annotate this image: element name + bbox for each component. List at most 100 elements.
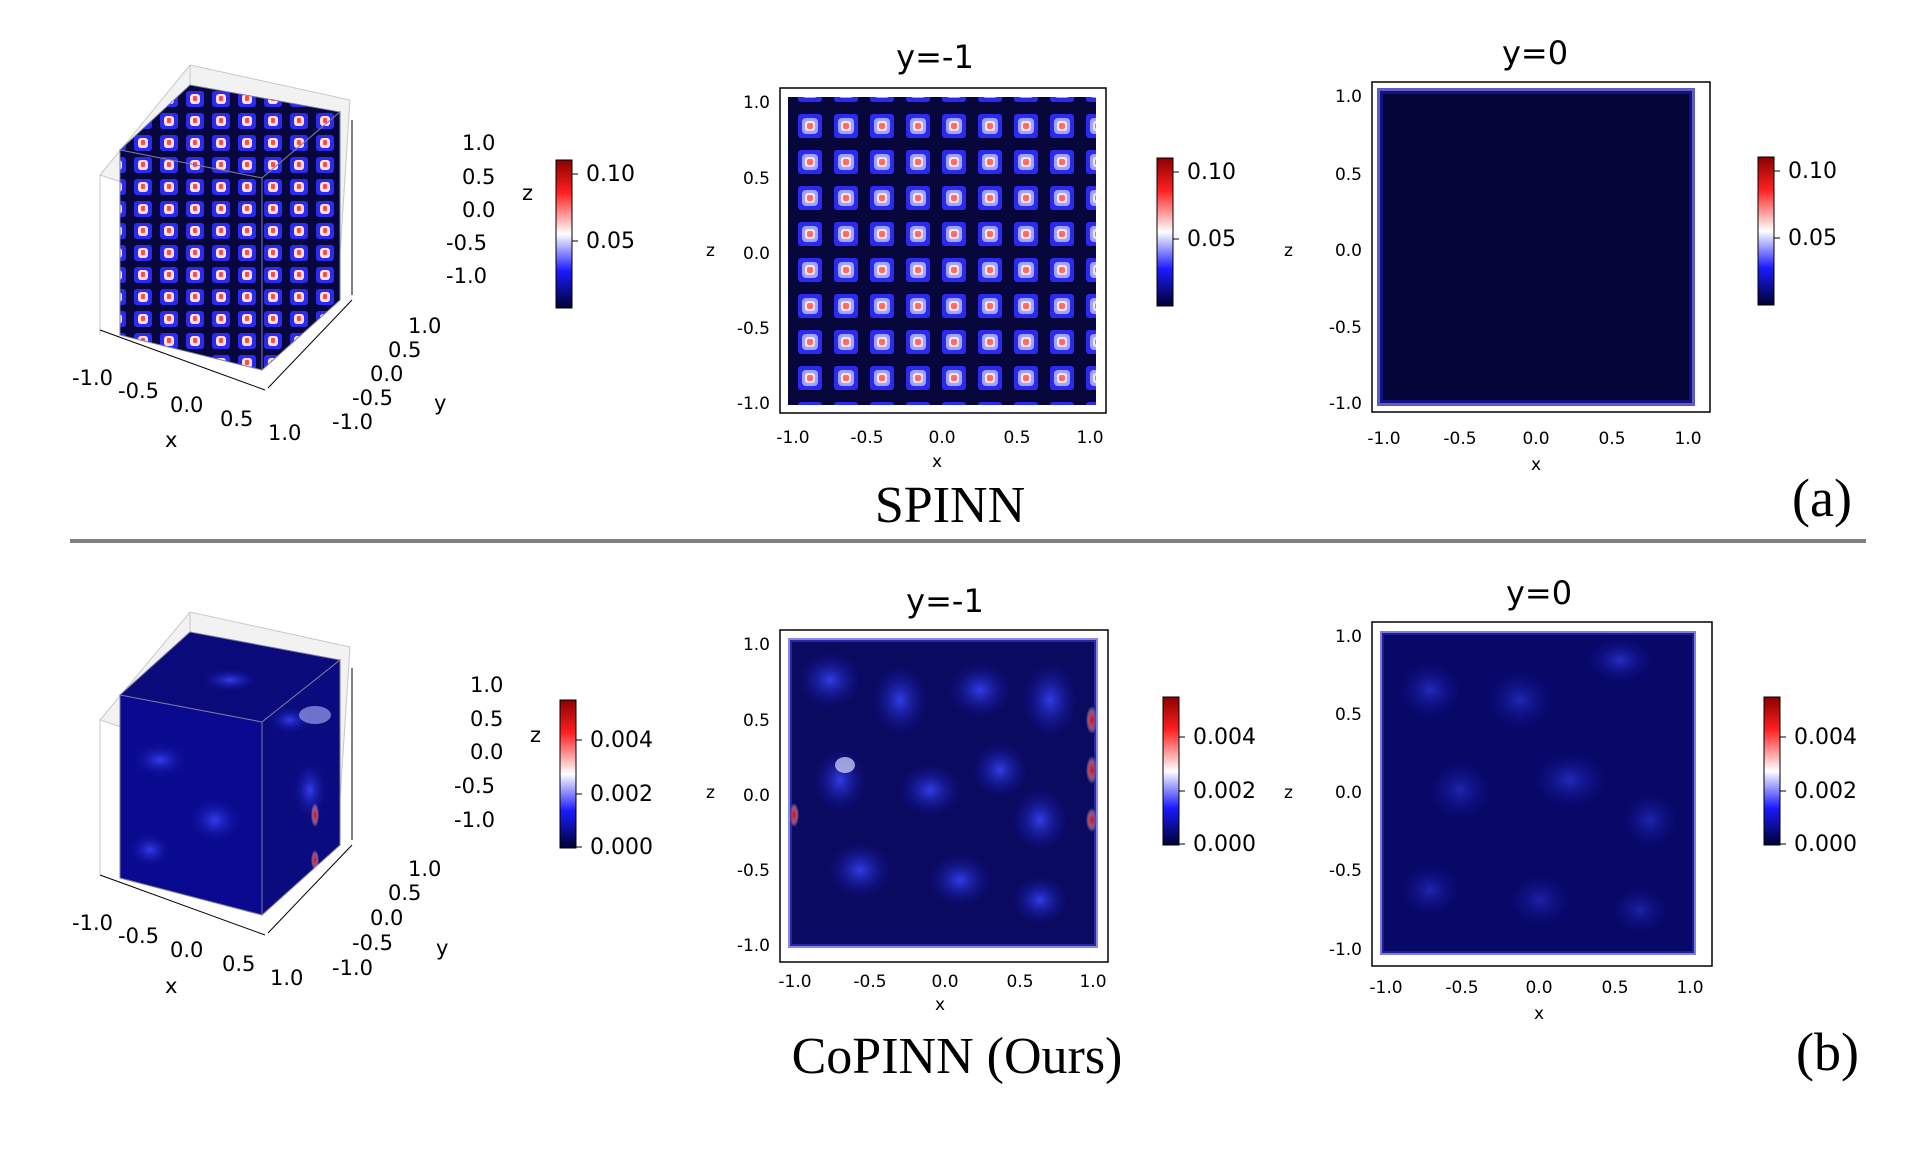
cube-y-tick-3: -0.5 xyxy=(352,386,393,410)
colorbar-b-3: 0.004 0.002 0.000 xyxy=(1763,696,1857,857)
slice-a-1-xtick-1: -0.5 xyxy=(850,428,883,448)
slice-a-1-title: y=-1 xyxy=(896,38,974,76)
colorbar-b-1-tick-1: 0.002 xyxy=(590,782,653,807)
colorbar-b-3-tick-1: 0.002 xyxy=(1794,779,1857,804)
slice-b-1-ytick-1: 0.5 xyxy=(743,711,770,731)
cube-x-label: x xyxy=(165,428,177,452)
cube-x-tick-2: 0.0 xyxy=(170,393,203,417)
cube-b-y-tick-0: 1.0 xyxy=(408,857,441,881)
cube-y-tick-1: 0.5 xyxy=(388,338,421,362)
slice-a-2-xlabel: x xyxy=(1531,455,1541,475)
cube-y-tick-2: 0.0 xyxy=(370,362,403,386)
slice-b-1-ytick-0: 1.0 xyxy=(743,635,770,655)
colorbar-b-2-tick-1: 0.002 xyxy=(1193,779,1256,804)
colorbar-b-3-tick-2: 0.000 xyxy=(1794,832,1857,857)
slice-a-2-xtick-1: -0.5 xyxy=(1443,429,1476,449)
slice-a-1-xtick-3: 0.5 xyxy=(1003,428,1030,448)
cube-x-tick-1: -0.5 xyxy=(118,379,159,403)
slice-b-2: y=0 1.0 0.5 0.0 -0.5 -1.0 z xyxy=(1284,574,1713,1024)
cube-x-tick-3: 0.5 xyxy=(220,407,253,431)
cube-b-x-tick-1: -0.5 xyxy=(118,924,159,948)
cube-b-x-tick-3: 0.5 xyxy=(222,952,255,976)
slice-a-1-xtick-4: 1.0 xyxy=(1076,428,1103,448)
cube-z-tick-1: 0.5 xyxy=(462,165,495,189)
cube-b-y-label: y xyxy=(436,936,448,960)
cube-z-label: z xyxy=(522,181,533,205)
cube-plot-a: -1.0 -0.5 0.0 0.5 1.0 x 1.0 0.5 0.0 -0.5… xyxy=(72,64,533,452)
cube-b-y-tick-2: 0.0 xyxy=(370,906,403,930)
slice-a-1-ylabel: z xyxy=(706,241,715,261)
slice-b-2-ytick-4: -1.0 xyxy=(1329,940,1362,960)
cube-b-x-label: x xyxy=(165,974,177,998)
colorbar-b-1: 0.004 0.002 0.000 xyxy=(559,699,653,860)
slice-a-2-xtick-4: 1.0 xyxy=(1674,429,1701,449)
slice-b-2-ylabel: z xyxy=(1284,783,1293,803)
slice-a-1-heatmap xyxy=(788,97,1096,405)
slice-b-1-xlabel: x xyxy=(935,995,945,1015)
slice-a-1-xtick-2: 0.0 xyxy=(928,428,955,448)
slice-b-2-ytick-2: 0.0 xyxy=(1335,783,1362,803)
colorbar-a-2-tick-1: 0.05 xyxy=(1187,227,1236,252)
panel-tag-a: (a) xyxy=(1792,468,1852,528)
slice-a-1-ytick-1: 0.5 xyxy=(743,169,770,189)
slice-b-1-xtick-1: -0.5 xyxy=(853,972,886,992)
row-b: -1.0 -0.5 0.0 0.5 1.0 x 1.0 0.5 0.0 -0.5… xyxy=(72,574,1859,1085)
cube-b-x-tick-0: -1.0 xyxy=(72,911,113,935)
slice-a-2-ytick-3: -0.5 xyxy=(1329,318,1362,338)
cube-b-z-tick-0: 1.0 xyxy=(470,673,503,697)
slice-a-1-xlabel: x xyxy=(932,452,942,472)
cube-z-tick-0: 1.0 xyxy=(462,131,495,155)
slice-b-2-xtick-3: 0.5 xyxy=(1601,978,1628,998)
slice-a-2-ytick-4: -1.0 xyxy=(1329,394,1362,414)
slice-b-2-ytick-1: 0.5 xyxy=(1335,705,1362,725)
slice-a-2-title: y=0 xyxy=(1502,34,1568,72)
colorbar-a-1-tick-0: 0.10 xyxy=(586,162,635,187)
slice-b-2-ytick-3: -0.5 xyxy=(1329,861,1362,881)
slice-a-2-ytick-1: 0.5 xyxy=(1335,165,1362,185)
slice-b-2-xtick-2: 0.0 xyxy=(1525,978,1552,998)
colorbar-b-1-tick-2: 0.000 xyxy=(590,835,653,860)
slice-a-1-ytick-0: 1.0 xyxy=(743,93,770,113)
slice-b-2-title: y=0 xyxy=(1506,574,1572,612)
colorbar-b-2-tick-0: 0.004 xyxy=(1193,725,1256,750)
slice-b-1-ytick-2: 0.0 xyxy=(743,786,770,806)
method-label-a: SPINN xyxy=(875,477,1025,534)
cube-z-tick-4: -1.0 xyxy=(446,264,487,288)
slice-b-1-ylabel: z xyxy=(706,783,715,803)
cube-front-b xyxy=(119,694,263,916)
colorbar-b-1-tick-0: 0.004 xyxy=(590,728,653,753)
slice-b-1-ytick-4: -1.0 xyxy=(737,936,770,956)
slice-b-2-xtick-0: -1.0 xyxy=(1369,978,1402,998)
slice-a-2-heatmap xyxy=(1380,91,1692,403)
cube-x-tick-4: 1.0 xyxy=(268,421,301,445)
slice-b-2-xtick-4: 1.0 xyxy=(1676,978,1703,998)
slice-b-1-xtick-3: 0.5 xyxy=(1006,972,1033,992)
slice-a-2-xtick-2: 0.0 xyxy=(1522,429,1549,449)
slice-b-2-blobs xyxy=(1396,636,1680,936)
cube-b-y-tick-4: -1.0 xyxy=(332,956,373,980)
slice-b-1-xtick-2: 0.0 xyxy=(931,972,958,992)
cube-y-tick-4: -1.0 xyxy=(332,410,373,434)
colorbar-b-2: 0.004 0.002 0.000 xyxy=(1162,696,1256,857)
colorbar-a-2-tick-0: 0.10 xyxy=(1187,160,1236,185)
slice-b-2-ytick-0: 1.0 xyxy=(1335,627,1362,647)
slice-a-1-ytick-3: -0.5 xyxy=(737,319,770,339)
cube-side-a xyxy=(261,110,341,372)
slice-a-1-xtick-0: -1.0 xyxy=(776,428,809,448)
row-a: -1.0 -0.5 0.0 0.5 1.0 x 1.0 0.5 0.0 -0.5… xyxy=(72,34,1852,534)
colorbar-a-3: 0.10 0.05 xyxy=(1757,156,1837,306)
cube-z-tick-2: 0.0 xyxy=(462,198,495,222)
cube-y-tick-0: 1.0 xyxy=(408,314,441,338)
slice-a-2-xtick-3: 0.5 xyxy=(1598,429,1625,449)
slice-a-2-ytick-0: 1.0 xyxy=(1335,87,1362,107)
colorbar-a-3-tick-0: 0.10 xyxy=(1788,159,1837,184)
colorbar-a-1-tick-1: 0.05 xyxy=(586,229,635,254)
colorbar-a-3-tick-1: 0.05 xyxy=(1788,226,1837,251)
slice-a-1-ytick-2: 0.0 xyxy=(743,244,770,264)
slice-a-2-xtick-0: -1.0 xyxy=(1367,429,1400,449)
colorbar-b-2-tick-2: 0.000 xyxy=(1193,832,1256,857)
colorbar-a-1: 0.10 0.05 xyxy=(555,159,635,309)
slice-b-1-xtick-4: 1.0 xyxy=(1079,972,1106,992)
slice-b-1-title: y=-1 xyxy=(906,582,984,620)
